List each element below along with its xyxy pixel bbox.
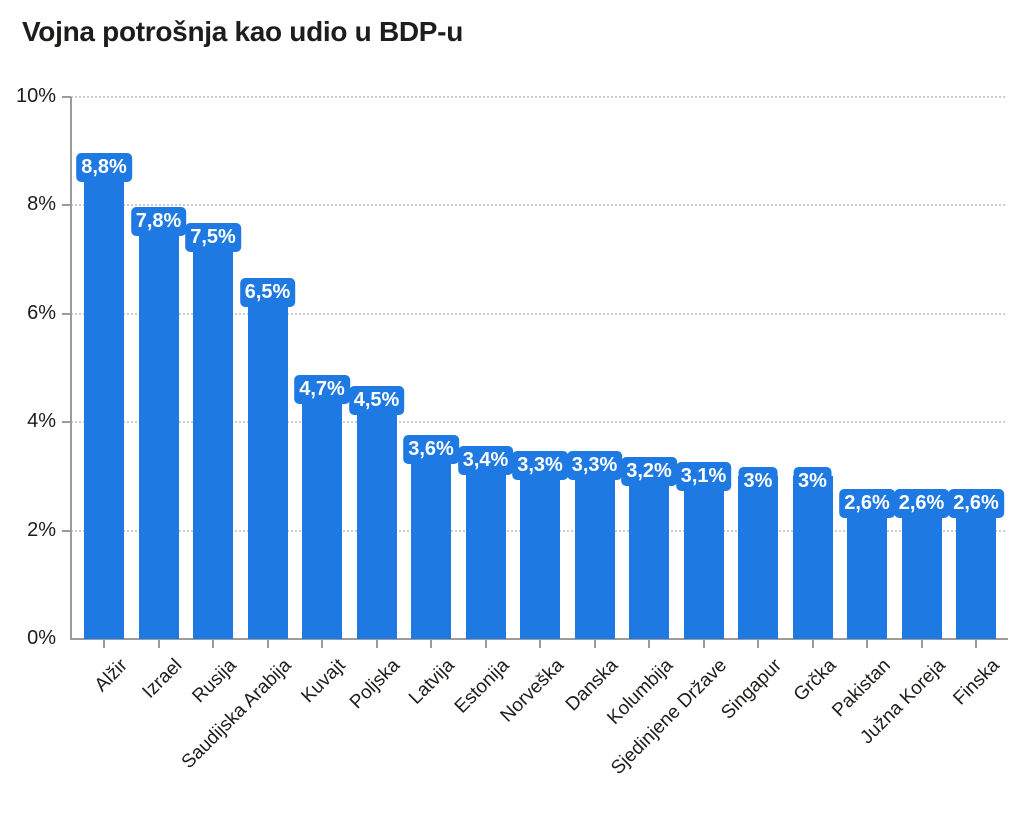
y-axis-tick — [62, 529, 71, 532]
category-label-Kuvajt: Kuvajt — [297, 655, 350, 708]
gridline-10pct — [71, 96, 1005, 98]
bar-Norveška — [520, 460, 560, 639]
x-axis-tick — [866, 640, 868, 648]
category-label-Grčka: Grčka — [789, 655, 841, 706]
bar-value-chip: 3,2% — [621, 457, 677, 486]
y-axis-label: 6% — [27, 301, 56, 324]
category-label-Singapur: Singapur — [717, 655, 786, 724]
bar-value-chip: 7,8% — [130, 207, 187, 236]
bar-value-chip: 3,6% — [403, 435, 459, 464]
category-label-Poljska: Poljska — [346, 655, 405, 714]
bar-Sjedinjene Države — [683, 471, 724, 639]
x-axis-tick — [920, 640, 923, 648]
bar-Pakistan — [847, 498, 887, 639]
y-axis-label: 0% — [27, 627, 56, 649]
bar-Saudijska Arabija — [247, 287, 288, 639]
bar-value-chip: 3% — [738, 467, 778, 496]
bar-Kuvajt — [302, 384, 342, 639]
gridline-6pct — [71, 312, 1005, 315]
y-axis-label: 10% — [15, 85, 56, 107]
x-axis-tick — [157, 640, 160, 648]
category-label-Finska: Finska — [949, 655, 1004, 710]
bar-Estonija — [465, 455, 506, 639]
bar-value-chip: 7,5% — [185, 223, 241, 252]
x-axis-tick — [811, 640, 814, 648]
bar-Latvija — [411, 444, 451, 639]
y-axis-tick — [62, 96, 71, 98]
y-axis-label: 4% — [27, 410, 56, 433]
bar-value-chip: 3,3% — [566, 451, 623, 480]
bar-value-chip: 8,8% — [76, 153, 132, 182]
x-axis-tick — [702, 640, 705, 648]
gridline-4pct — [71, 421, 1005, 424]
bar-value-chip: 4,5% — [348, 386, 405, 415]
x-axis-tick — [593, 640, 596, 648]
bar-value-chip: 2,6% — [893, 489, 950, 518]
bar-Danska — [574, 460, 615, 639]
x-axis-tick — [266, 640, 269, 648]
bar-Finska — [956, 498, 996, 639]
x-axis-tick — [430, 640, 432, 648]
x-axis-tick — [212, 640, 214, 648]
x-axis-tick — [484, 640, 487, 648]
bar-value-chip: 2,6% — [839, 489, 895, 518]
bar-value-chip: 3% — [793, 467, 832, 496]
x-axis-tick — [975, 640, 977, 648]
bar-value-chip: 6,5% — [239, 278, 296, 307]
x-axis-tick — [539, 640, 541, 648]
bar-Grčka — [792, 476, 833, 639]
bar-value-chip: 3,3% — [512, 451, 568, 480]
bar-value-chip: 3,1% — [675, 462, 732, 491]
bar-Južna Koreja — [901, 498, 942, 639]
x-axis-tick — [375, 640, 378, 648]
y-axis-tick — [62, 204, 71, 207]
bar-value-chip: 3,4% — [457, 446, 514, 475]
bar-Singapur — [738, 476, 778, 639]
bar-Rusija — [193, 232, 233, 639]
bar-Alžir — [84, 162, 124, 639]
x-axis-line — [70, 638, 1008, 640]
category-label-Izrael: Izrael — [138, 655, 187, 703]
y-axis-line — [70, 97, 72, 639]
gridline-8pct — [71, 204, 1005, 207]
bar-value-chip: 4,7% — [294, 375, 350, 404]
category-label-Rusija: Rusija — [188, 655, 241, 708]
chart-title: Vojna potrošnja kao udio u BDP-u — [22, 16, 463, 47]
y-axis-label: 2% — [27, 518, 56, 541]
x-axis-tick — [757, 640, 759, 648]
bar-value-chip: 2,6% — [948, 489, 1004, 518]
y-axis-tick — [62, 421, 71, 424]
bar-Poljska — [356, 395, 397, 639]
x-axis-tick — [648, 640, 650, 648]
bar-Kolumbija — [629, 466, 669, 639]
y-axis-tick — [62, 312, 71, 315]
category-label-Alžir: Alžir — [90, 655, 132, 696]
bar-Izrael — [138, 216, 179, 639]
y-axis-label: 8% — [27, 193, 56, 216]
x-axis-tick — [321, 640, 323, 648]
x-axis-tick — [103, 640, 105, 648]
